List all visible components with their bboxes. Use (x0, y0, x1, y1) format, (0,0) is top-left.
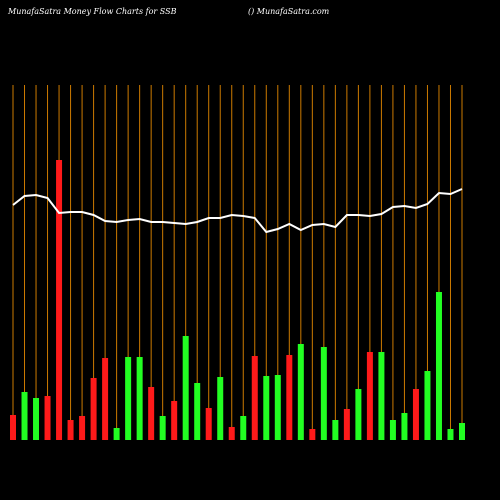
bar (217, 377, 224, 440)
bar (10, 415, 16, 440)
bar (33, 398, 40, 440)
bar (205, 408, 212, 440)
chart-title: MunafaSatra Money Flow Charts for SSB (7, 7, 177, 16)
bar (286, 355, 293, 440)
bar (263, 376, 270, 440)
bar (56, 160, 63, 440)
bar (21, 392, 28, 440)
bar (297, 344, 304, 440)
bar (447, 429, 454, 440)
bar (125, 357, 132, 440)
bar (366, 352, 373, 440)
bar (182, 336, 189, 440)
bar (332, 420, 339, 440)
bar (194, 383, 201, 440)
bar (228, 427, 235, 440)
bar (424, 371, 431, 440)
bar (355, 389, 362, 440)
bar (435, 292, 442, 440)
bar (459, 423, 465, 440)
bar (389, 420, 396, 440)
bar (274, 375, 281, 440)
bar (79, 416, 86, 440)
bar (171, 401, 178, 440)
bar (136, 357, 143, 440)
bar (378, 352, 385, 440)
bar (44, 396, 51, 440)
bar (412, 389, 419, 440)
bar (240, 416, 247, 440)
bar (90, 378, 97, 440)
chart-subtitle: () MunafaSatra.com (248, 7, 330, 16)
bar (401, 413, 408, 440)
bar (320, 347, 327, 440)
bar (343, 409, 350, 440)
bar (251, 356, 258, 440)
bar (113, 428, 120, 440)
bar (309, 429, 316, 440)
bar (67, 420, 74, 440)
bar (102, 358, 109, 440)
money-flow-line (12, 188, 463, 234)
bar (159, 416, 166, 440)
bar (148, 387, 155, 440)
